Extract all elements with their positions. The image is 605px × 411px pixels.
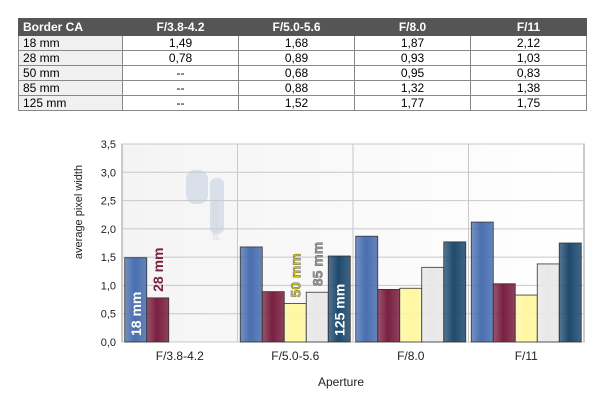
table-header-cell: F/5.0-5.6 — [238, 18, 355, 36]
table-cell: 1,87 — [354, 35, 471, 51]
y-tick-label: 1,5 — [101, 252, 116, 264]
bar-50mm-3 — [399, 287, 423, 343]
bar-28mm-4 — [492, 283, 516, 343]
table-row: 18 mm 1,49 1,68 1,87 2,12 — [18, 35, 587, 51]
table-cell: 1,52 — [238, 95, 355, 111]
table-cell: 0,95 — [354, 65, 471, 81]
table-cell: 0,68 — [238, 65, 355, 81]
table-row: 85 mm -- 0,88 1,32 1,38 — [18, 80, 587, 96]
table-cell: 2,12 — [470, 35, 587, 51]
table-cell: 1,03 — [470, 50, 587, 66]
watermark-logo: photozone — [186, 170, 224, 240]
bar-18mm-4 — [470, 221, 494, 343]
y-tick-label: 1,0 — [101, 280, 116, 292]
watermark-text: photozone — [210, 198, 220, 240]
bars — [124, 221, 582, 343]
series-label: 85 mm — [309, 242, 325, 286]
table-cell: 1,77 — [354, 95, 471, 111]
table-row: 125 mm -- 1,52 1,77 1,75 — [18, 95, 587, 111]
y-axis-label: average pixel width — [73, 165, 85, 259]
x-tick-label: F/3.8-4.2 — [156, 349, 204, 363]
y-tick-label: 0,5 — [101, 309, 116, 321]
series-label: 18 mm — [128, 292, 144, 336]
table-header-cell: F/8.0 — [354, 18, 471, 36]
bar-85mm-3 — [421, 266, 445, 343]
table-cell: 0,89 — [238, 50, 355, 66]
x-tick-label: F/5.0-5.6 — [271, 349, 319, 363]
table-cell: 1,32 — [354, 80, 471, 96]
border-ca-bar-chart: photozone 0,0 0,5 1,0 1,5 2,0 2,5 3,0 3,5 18 mm… — [73, 139, 585, 389]
table-cell: 0,83 — [470, 65, 587, 81]
table-header-cell: F/3.8-4.2 — [122, 18, 239, 36]
bar-125mm-2 — [327, 255, 351, 343]
bar-85mm-4 — [536, 263, 560, 343]
bar-50mm-4 — [514, 294, 538, 343]
x-tick-labels: F/3.8-4.2 F/5.0-5.6 F/8.0 F/11 — [156, 349, 538, 363]
bar-50mm-2 — [283, 303, 307, 343]
table-row: 50 mm -- 0,68 0,95 0,83 — [18, 65, 587, 81]
table-cell: 1,38 — [470, 80, 587, 96]
table-cell: 18 mm — [18, 35, 123, 51]
bar-85mm-2 — [305, 291, 329, 343]
bar-28mm-2 — [261, 291, 285, 343]
table-cell: 1,75 — [470, 95, 587, 111]
table-row: 28 mm 0,78 0,89 0,93 1,03 — [18, 50, 587, 66]
table-header-cell: F/11 — [470, 18, 587, 36]
y-tick-label: 3,5 — [101, 139, 116, 151]
y-tick-label: 2,5 — [101, 196, 116, 208]
y-tick-labels: 0,0 0,5 1,0 1,5 2,0 2,5 3,0 3,5 — [101, 139, 116, 349]
table-cell: 28 mm — [18, 50, 123, 66]
x-tick-label: F/11 — [515, 349, 538, 363]
bar-125mm-4 — [558, 242, 582, 343]
y-tick-label: 3,0 — [101, 167, 116, 179]
table-cell: 50 mm — [18, 65, 123, 81]
y-tick-label: 2,0 — [101, 224, 116, 236]
table-cell: 1,68 — [238, 35, 355, 51]
x-tick-label: F/8.0 — [397, 349, 425, 363]
table-cell: -- — [122, 95, 239, 111]
series-label: 50 mm — [287, 253, 303, 297]
table-cell: 85 mm — [18, 80, 123, 96]
series-label: 28 mm — [150, 248, 166, 292]
border-ca-table: Border CA F/3.8-4.2 F/5.0-5.6 F/8.0 F/11… — [18, 18, 587, 111]
table-cell: -- — [122, 80, 239, 96]
bar-125mm-3 — [443, 241, 467, 343]
table-cell: 0,78 — [122, 50, 239, 66]
table-cell: 0,93 — [354, 50, 471, 66]
table-cell: -- — [122, 65, 239, 81]
bar-18mm-3 — [355, 235, 379, 343]
bar-28mm-3 — [377, 288, 401, 343]
table-cell: 0,88 — [238, 80, 355, 96]
series-label: 125 mm — [331, 284, 347, 336]
bar-28mm-1 — [146, 297, 170, 343]
y-tick-label: 0,0 — [101, 337, 116, 349]
table-cell: 1,49 — [122, 35, 239, 51]
x-axis-label: Aperture — [318, 375, 364, 389]
bar-18mm-2 — [239, 246, 263, 343]
table-cell: 125 mm — [18, 95, 123, 111]
series-labels: 18 mm 28 mm 50 mm 85 mm 125 mm — [128, 242, 348, 336]
table-header-row: Border CA F/3.8-4.2 F/5.0-5.6 F/8.0 F/11 — [18, 18, 587, 36]
table-header-cell: Border CA — [18, 18, 123, 36]
